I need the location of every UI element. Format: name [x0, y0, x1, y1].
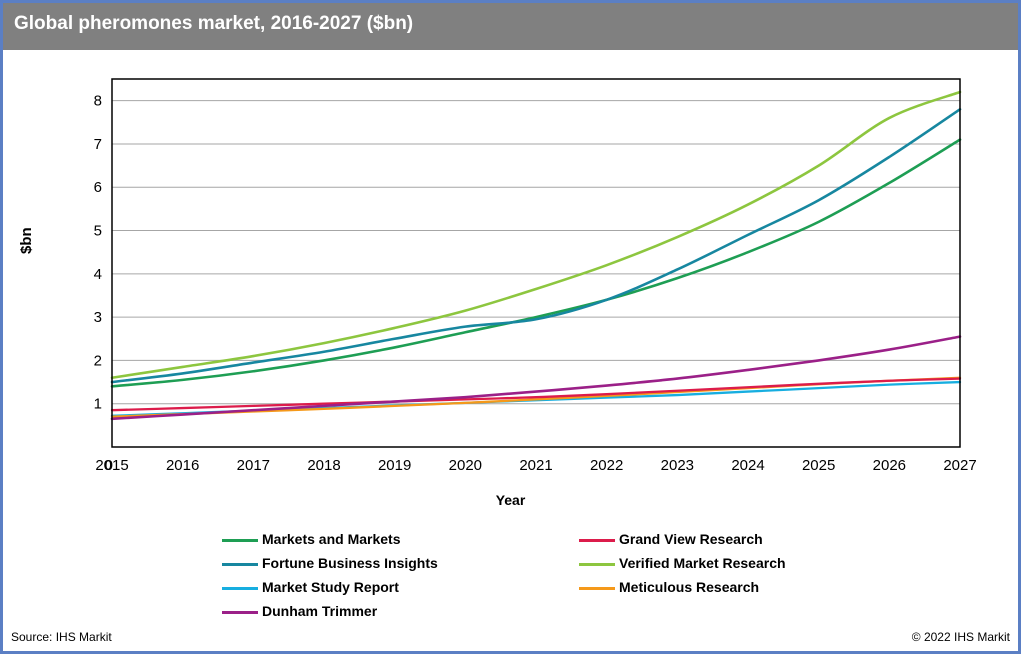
- svg-text:2015: 2015: [95, 457, 128, 474]
- svg-text:2025: 2025: [802, 457, 835, 474]
- svg-text:2024: 2024: [731, 457, 764, 474]
- svg-text:1: 1: [94, 396, 102, 413]
- svg-text:2019: 2019: [378, 457, 411, 474]
- svg-text:2018: 2018: [307, 457, 340, 474]
- svg-text:2021: 2021: [519, 457, 552, 474]
- svg-text:2020: 2020: [449, 457, 482, 474]
- svg-text:2017: 2017: [237, 457, 270, 474]
- svg-text:6: 6: [94, 179, 102, 196]
- svg-text:2023: 2023: [661, 457, 694, 474]
- svg-text:8: 8: [94, 93, 102, 110]
- svg-text:2: 2: [94, 352, 102, 369]
- svg-text:7: 7: [94, 136, 102, 153]
- svg-text:2022: 2022: [590, 457, 623, 474]
- svg-text:5: 5: [94, 223, 102, 240]
- svg-text:2026: 2026: [873, 457, 906, 474]
- svg-text:3: 3: [94, 309, 102, 326]
- svg-text:4: 4: [94, 266, 102, 283]
- svg-text:2027: 2027: [943, 457, 976, 474]
- svg-text:2016: 2016: [166, 457, 199, 474]
